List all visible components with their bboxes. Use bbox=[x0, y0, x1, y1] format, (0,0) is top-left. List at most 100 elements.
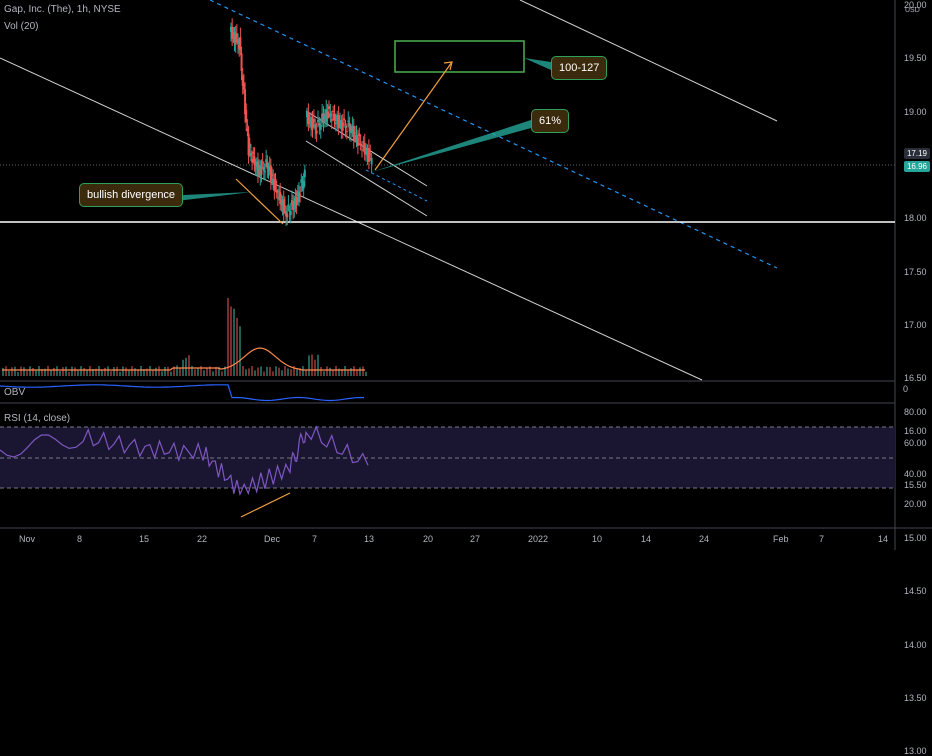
candle-body bbox=[302, 181, 305, 189]
candle-body bbox=[249, 153, 252, 156]
volume-bar bbox=[239, 326, 241, 376]
volume-bar bbox=[227, 297, 229, 376]
price-tick-label: 16.00 bbox=[904, 426, 927, 437]
pct-callout[interactable]: 61% bbox=[531, 109, 570, 133]
rsi-line bbox=[0, 425, 369, 497]
volume-bar bbox=[341, 369, 343, 376]
candle-body bbox=[246, 128, 249, 132]
volume-bar bbox=[101, 370, 103, 376]
time-tick-label: 8 bbox=[77, 534, 83, 544]
candle-body bbox=[348, 122, 351, 132]
price-tick-label: 14.50 bbox=[904, 586, 927, 597]
candle-body bbox=[265, 159, 268, 163]
volume-bar bbox=[74, 367, 76, 376]
volume-bar bbox=[302, 366, 304, 376]
candle-body bbox=[350, 131, 352, 134]
candle-body bbox=[361, 149, 363, 151]
volume-bar bbox=[191, 366, 193, 376]
candle-body bbox=[271, 173, 274, 176]
volume-bar bbox=[344, 366, 346, 376]
volume-bar bbox=[248, 368, 250, 376]
candle-body bbox=[285, 211, 288, 217]
volume-bar bbox=[212, 371, 214, 376]
candle-body bbox=[370, 157, 373, 164]
volume-bar bbox=[275, 366, 277, 376]
candle-body bbox=[231, 26, 234, 39]
volume-bar bbox=[92, 369, 94, 376]
small-channel-mid[interactable] bbox=[365, 169, 428, 202]
candle-body bbox=[295, 197, 298, 206]
candle-body bbox=[318, 123, 321, 126]
candle-body bbox=[333, 113, 336, 122]
candle-body bbox=[239, 37, 242, 51]
volume-bar bbox=[362, 366, 364, 376]
volume-bar bbox=[65, 366, 67, 376]
volume-bar bbox=[50, 369, 52, 376]
volume-bar bbox=[140, 366, 142, 376]
candle-body bbox=[297, 191, 300, 202]
volume-bar bbox=[113, 367, 115, 376]
target-zone-box[interactable] bbox=[394, 40, 525, 73]
candle-body bbox=[292, 200, 295, 211]
volume-bar bbox=[245, 369, 247, 376]
candle-body bbox=[280, 202, 283, 205]
volume-bar bbox=[152, 370, 154, 376]
volume-bar bbox=[260, 366, 262, 376]
obv-axis-value: 0 bbox=[903, 384, 909, 394]
target-callout[interactable]: 100-127 bbox=[551, 56, 608, 80]
candle-body bbox=[288, 211, 291, 213]
candle-body bbox=[289, 210, 292, 216]
volume-bar bbox=[158, 366, 160, 376]
chart-canvas[interactable] bbox=[0, 0, 932, 550]
candle-body bbox=[323, 115, 326, 119]
candle-body bbox=[254, 167, 257, 169]
candle-body bbox=[266, 161, 269, 169]
time-tick-label: 14 bbox=[641, 534, 652, 544]
candle-body bbox=[237, 39, 240, 45]
volume-bar bbox=[311, 354, 313, 376]
volume-bar bbox=[230, 306, 232, 376]
candle-body bbox=[252, 152, 255, 154]
candle-body bbox=[312, 118, 315, 123]
candle-body bbox=[319, 125, 322, 130]
candle-body bbox=[299, 193, 302, 195]
volume-bar bbox=[329, 367, 331, 376]
volume-bar bbox=[221, 371, 223, 376]
volume-ma-line bbox=[2, 347, 365, 371]
rsi-tick-label: 60.00 bbox=[904, 438, 927, 448]
volume-bar bbox=[314, 359, 316, 376]
candle-body bbox=[351, 126, 354, 133]
channel-lower-line[interactable] bbox=[0, 57, 703, 381]
volume-bar bbox=[242, 366, 244, 376]
channel-upper-line[interactable] bbox=[519, 0, 778, 122]
volume-bar bbox=[293, 366, 295, 376]
volume-bar bbox=[167, 366, 169, 376]
volume-bar bbox=[164, 366, 166, 376]
price-tick-label: 17.50 bbox=[904, 266, 927, 277]
volume-bar bbox=[308, 355, 310, 376]
volume-bar bbox=[194, 369, 196, 376]
small-channel-bottom[interactable] bbox=[305, 140, 428, 217]
time-tick-label: 13 bbox=[364, 534, 375, 544]
time-tick-label: 22 bbox=[197, 534, 208, 544]
candle-body bbox=[300, 179, 303, 183]
price-tick-label: 19.50 bbox=[904, 53, 927, 64]
candle-body bbox=[303, 169, 306, 178]
volume-bar bbox=[26, 370, 28, 376]
volume-bar bbox=[236, 317, 238, 376]
volume-bar bbox=[179, 368, 181, 376]
divergence-callout[interactable]: bullish divergence bbox=[79, 183, 184, 207]
volume-bar bbox=[209, 366, 211, 376]
volume-bar bbox=[281, 370, 283, 376]
volume-bar bbox=[161, 371, 163, 376]
volume-bar bbox=[80, 366, 82, 376]
candle-body bbox=[238, 45, 241, 49]
volume-bar bbox=[47, 366, 49, 376]
rsi-tick-label: 80.00 bbox=[904, 407, 927, 417]
price-tick-label: 18.00 bbox=[904, 213, 927, 224]
volume-bar bbox=[335, 366, 337, 376]
candle-body bbox=[301, 185, 304, 187]
candle-body bbox=[329, 113, 332, 117]
time-tick-label: 10 bbox=[592, 534, 603, 544]
candle-body bbox=[332, 110, 335, 112]
